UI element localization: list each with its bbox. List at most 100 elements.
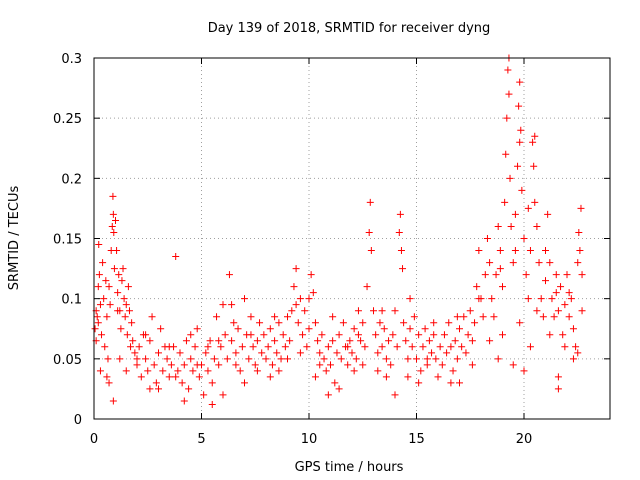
data-point [443, 349, 451, 357]
data-point [98, 331, 106, 339]
data-point [537, 295, 545, 303]
data-point [378, 307, 386, 315]
x-axis-label: GPS time / hours [295, 460, 404, 475]
data-point [182, 337, 190, 345]
data-point [434, 373, 442, 381]
data-point [101, 343, 109, 351]
data-point [284, 355, 291, 363]
data-point [165, 373, 173, 381]
data-point [554, 307, 562, 315]
data-point [135, 343, 143, 351]
data-point [322, 367, 330, 375]
data-point [94, 283, 102, 291]
data-point [447, 379, 455, 387]
data-point [335, 385, 343, 393]
data-point [314, 337, 322, 345]
data-point [400, 319, 408, 327]
data-point [275, 367, 283, 375]
data-point [94, 319, 102, 327]
data-point [103, 313, 111, 321]
data-point [294, 319, 302, 327]
data-point [296, 295, 304, 303]
data-point [172, 373, 180, 381]
data-point [344, 361, 352, 369]
data-point [167, 361, 175, 369]
y-tick-label: 0.25 [53, 112, 82, 127]
data-point [552, 271, 560, 279]
data-point [382, 373, 390, 381]
data-point [417, 367, 425, 375]
data-point [423, 361, 431, 369]
data-point [178, 379, 186, 387]
y-tick-label: 0 [74, 413, 82, 428]
data-point [271, 337, 279, 345]
data-point [486, 337, 494, 345]
data-point [316, 349, 324, 357]
data-point [109, 397, 117, 405]
data-point [100, 295, 108, 303]
y-axis-label: SRMTID / TECUs [7, 186, 22, 291]
data-point [125, 307, 133, 315]
data-point [518, 186, 526, 194]
data-point [303, 343, 311, 351]
data-point [155, 349, 162, 357]
data-point [241, 295, 248, 303]
data-point [367, 247, 375, 255]
data-point [565, 313, 573, 321]
data-point [542, 247, 549, 255]
data-point [561, 301, 569, 309]
data-point [511, 247, 519, 255]
data-point [468, 337, 476, 345]
data-point [531, 198, 539, 206]
data-point [378, 343, 386, 351]
data-point [533, 222, 541, 230]
data-point [578, 307, 586, 315]
data-point [113, 247, 121, 255]
data-point [520, 367, 528, 375]
data-point [506, 174, 514, 182]
data-point [249, 343, 257, 351]
data-point [331, 379, 339, 387]
data-point [213, 313, 221, 321]
data-point [554, 373, 562, 381]
data-point [275, 319, 283, 327]
data-point [191, 343, 199, 351]
data-point [397, 247, 405, 255]
data-point [546, 259, 554, 267]
data-point [529, 138, 537, 146]
data-point [232, 349, 240, 357]
data-point [193, 361, 201, 369]
data-point [552, 289, 560, 297]
data-point [503, 114, 511, 122]
data-point [372, 331, 380, 339]
data-point [370, 307, 377, 315]
data-point [185, 385, 193, 393]
data-point [511, 210, 519, 218]
data-point [456, 325, 463, 333]
data-point [363, 283, 371, 291]
data-point [516, 78, 524, 86]
data-point [526, 343, 534, 351]
data-point [128, 319, 136, 327]
data-points [91, 54, 586, 409]
data-point [509, 361, 517, 369]
data-point [419, 343, 427, 351]
data-point [481, 271, 489, 279]
data-point [423, 355, 431, 363]
data-point [120, 295, 128, 303]
data-point [245, 355, 253, 363]
data-point [284, 313, 291, 321]
data-point [524, 204, 532, 212]
data-point [415, 379, 423, 387]
data-point [217, 343, 225, 351]
data-point [428, 349, 436, 357]
data-point [165, 343, 173, 351]
data-point [106, 301, 114, 309]
data-point [393, 343, 401, 351]
data-point [456, 379, 463, 387]
data-point [327, 361, 334, 369]
data-point [563, 271, 571, 279]
data-point [473, 283, 481, 291]
data-point [247, 313, 255, 321]
data-point [357, 337, 365, 345]
